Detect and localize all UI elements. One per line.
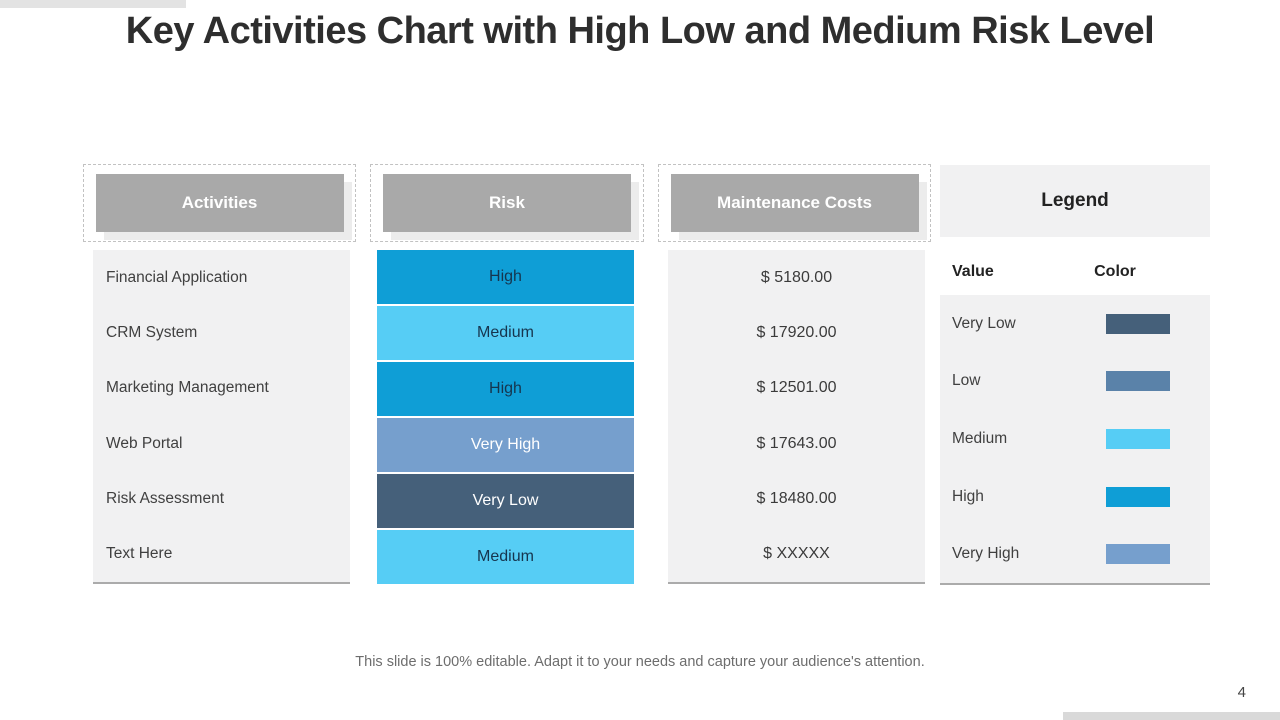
page-number: 4: [1237, 684, 1246, 701]
legend-item-label: Very High: [952, 545, 1020, 563]
legend-color-swatch: [1106, 428, 1170, 449]
maintenance-costs-column: $ 5180.00 $ 17920.00 $ 12501.00 $ 17643.…: [668, 250, 925, 584]
legend-item: High: [940, 468, 1210, 526]
risk-cell: Medium: [377, 530, 634, 584]
cost-cell: $ 17643.00: [756, 434, 837, 452]
activity-cell: Text Here: [106, 545, 173, 563]
bottom-right-accent-bar: [1063, 712, 1280, 720]
risk-cell: Very High: [377, 418, 634, 472]
legend-panel: Very Low Low Medium High Very High: [940, 295, 1210, 585]
maintenance-costs-header: Maintenance Costs: [670, 174, 919, 232]
legend-item: Very Low: [940, 295, 1210, 353]
cost-cell: $ XXXXX: [763, 545, 830, 563]
risk-cell: Very Low: [377, 474, 634, 528]
activity-cell: Financial Application: [106, 268, 248, 286]
risk-cell: Medium: [377, 306, 634, 360]
legend-item-label: Medium: [952, 429, 1008, 447]
activity-cell: Marketing Management: [106, 379, 269, 397]
legend-item: Low: [940, 353, 1210, 411]
page-title: Key Activities Chart with High Low and M…: [125, 10, 1155, 52]
legend-item: Very High: [940, 525, 1210, 583]
footer-note: This slide is 100% editable. Adapt it to…: [355, 654, 925, 670]
risk-cell: High: [377, 250, 634, 304]
activity-cell: Web Portal: [106, 434, 183, 452]
risk-column: High Medium High Very High Very Low Medi…: [377, 250, 634, 584]
legend-item-label: High: [952, 487, 984, 505]
legend-color-swatch: [1106, 486, 1170, 507]
legend-color-header: Color: [1094, 262, 1136, 280]
activity-cell: Risk Assessment: [106, 489, 225, 507]
legend-color-swatch: [1106, 371, 1170, 392]
legend-item: Medium: [940, 410, 1210, 468]
risk-header: Risk: [383, 174, 631, 232]
legend-item-label: Low: [952, 372, 981, 390]
cost-cell: $ 12501.00: [756, 379, 837, 397]
activity-cell: CRM System: [106, 323, 198, 341]
top-left-accent-bar: [0, 0, 186, 8]
cost-cell: $ 5180.00: [760, 268, 833, 286]
legend-item-label: Very Low: [952, 314, 1016, 332]
cost-cell: $ 17920.00: [756, 323, 837, 341]
legend-color-swatch: [1106, 313, 1170, 334]
risk-cell: High: [377, 362, 634, 416]
maintenance-costs-header-box: Maintenance Costs: [658, 164, 931, 242]
legend-color-swatch: [1106, 544, 1170, 565]
legend-column-headers: Value Color: [940, 248, 1210, 295]
cost-cell: $ 18480.00: [756, 489, 837, 507]
legend-value-header: Value: [952, 262, 994, 280]
activities-header: Activities: [95, 174, 344, 232]
risk-header-box: Risk: [370, 164, 644, 242]
activities-header-box: Activities: [83, 164, 356, 242]
activities-column: Financial Application CRM System Marketi…: [93, 250, 350, 584]
legend-title: Legend: [940, 165, 1210, 237]
